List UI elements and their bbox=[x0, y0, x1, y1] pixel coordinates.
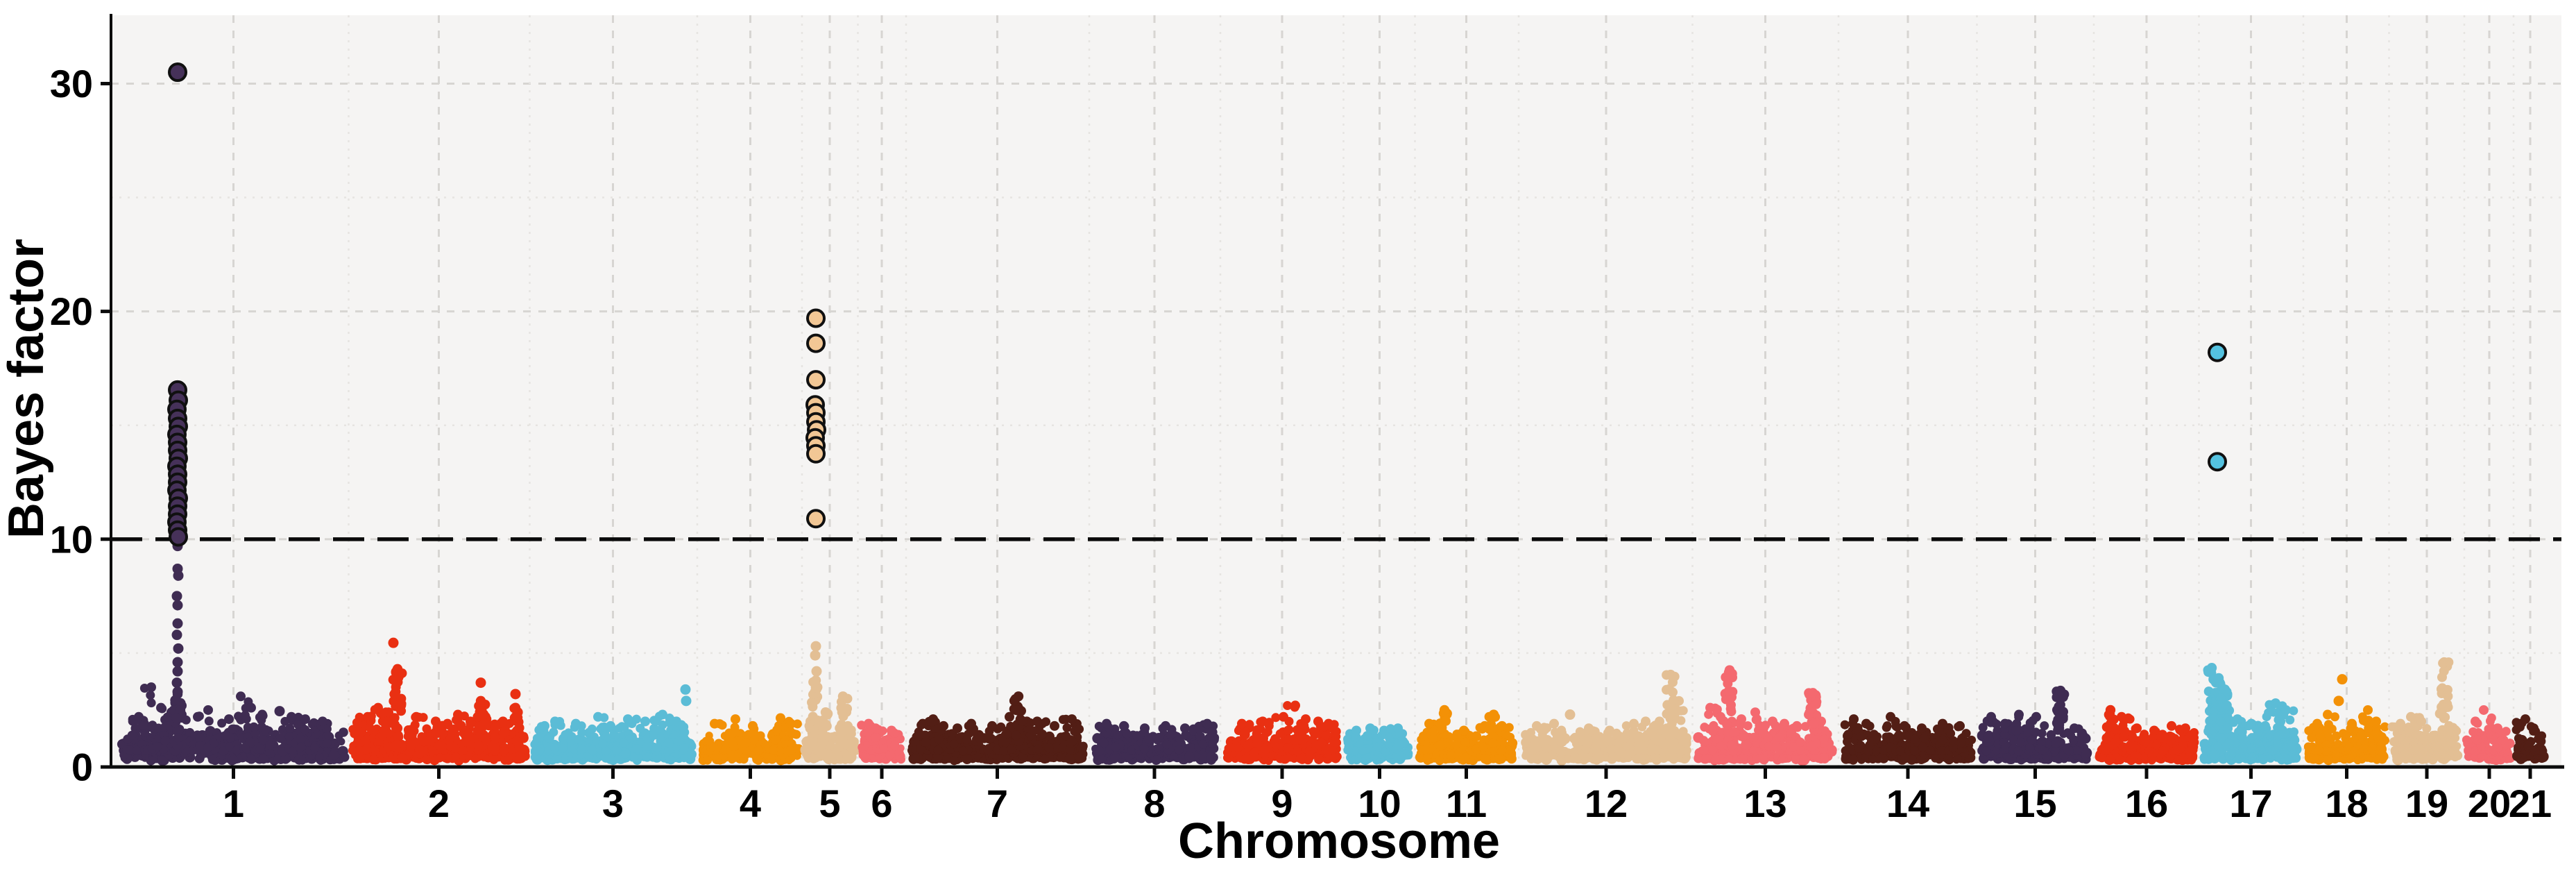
significant-point bbox=[806, 308, 826, 328]
x-axis-title: Chromosome bbox=[1178, 813, 1500, 869]
y-tick-label: 20 bbox=[50, 289, 93, 333]
x-tick-label: 4 bbox=[740, 782, 761, 825]
chromosome-16-points bbox=[2095, 705, 2199, 766]
chromosome-10-points bbox=[1342, 723, 1413, 766]
chromosome-2-points bbox=[348, 637, 530, 766]
significant-points-layer bbox=[167, 62, 2227, 547]
x-tick-label: 9 bbox=[1271, 782, 1293, 825]
chromosome-5-points bbox=[800, 641, 862, 765]
chromosome-9-points bbox=[1222, 700, 1342, 765]
y-tick-label: 0 bbox=[71, 745, 93, 789]
x-tick-label: 11 bbox=[1446, 782, 1487, 825]
x-tick-label: 5 bbox=[819, 782, 840, 825]
chromosome-3-points bbox=[530, 684, 697, 766]
chromosome-11-points bbox=[1415, 705, 1518, 766]
chromosome-17-points bbox=[2199, 663, 2302, 765]
chromosome-6-points bbox=[857, 718, 905, 764]
chromosome-14-points bbox=[1840, 711, 1977, 765]
significant-point bbox=[2208, 342, 2227, 362]
chromosome-18-points bbox=[2303, 674, 2390, 766]
x-tick-label: 6 bbox=[871, 782, 892, 825]
x-tick-label: 13 bbox=[1743, 782, 1786, 825]
y-tick-label: 10 bbox=[50, 517, 93, 561]
chromosome-13-points bbox=[1693, 665, 1837, 766]
x-tick-label: 8 bbox=[1143, 782, 1165, 825]
x-tick-label: 17 bbox=[2229, 782, 2272, 825]
x-tick-label: 14 bbox=[1886, 782, 1929, 825]
significant-point bbox=[168, 62, 187, 83]
x-tick-label: 10 bbox=[1358, 782, 1401, 825]
x-tick-label: 12 bbox=[1585, 782, 1628, 825]
x-tick-label: 2 bbox=[428, 782, 450, 825]
x-tick-label: 3 bbox=[602, 782, 624, 825]
chromosome-12-points bbox=[1521, 669, 1691, 766]
significant-point bbox=[2208, 452, 2227, 472]
plot-panel bbox=[111, 15, 2561, 767]
significant-point bbox=[806, 509, 826, 529]
significant-point bbox=[806, 333, 826, 353]
x-tick-label: 20 bbox=[2468, 782, 2511, 825]
significant-point bbox=[806, 444, 826, 464]
significant-point bbox=[169, 527, 188, 547]
chromosome-15-points bbox=[1977, 685, 2092, 765]
x-tick-label: 7 bbox=[987, 782, 1008, 825]
chromosome-7-points bbox=[907, 691, 1088, 766]
chromosome-20-points bbox=[2462, 705, 2516, 766]
y-tick-label: 30 bbox=[50, 62, 93, 106]
x-tick-label: 18 bbox=[2325, 782, 2368, 825]
scatter-points-layer bbox=[117, 541, 2549, 766]
chromosome-21-points bbox=[2511, 714, 2549, 764]
y-axis-title: Bayes factor bbox=[0, 239, 54, 539]
chromosome-1-points bbox=[117, 541, 350, 766]
chromosome-4-points bbox=[698, 713, 804, 766]
x-tick-label: 16 bbox=[2125, 782, 2168, 825]
x-tick-label: 1 bbox=[223, 782, 244, 825]
x-tick-label: 15 bbox=[2013, 782, 2056, 825]
x-tick-label: 21 bbox=[2509, 782, 2552, 825]
x-tick-label: 19 bbox=[2405, 782, 2448, 825]
chromosome-19-points bbox=[2387, 657, 2463, 766]
chromosome-8-points bbox=[1091, 718, 1220, 766]
significant-point bbox=[806, 370, 826, 390]
